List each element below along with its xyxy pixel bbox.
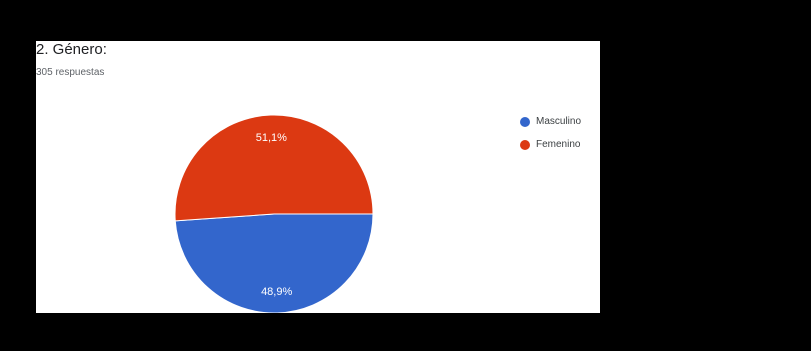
- slice-label-masculino: 48,9%: [261, 286, 292, 298]
- pie-slice-femenino[interactable]: [174, 114, 374, 222]
- legend-swatch-femenino: [520, 139, 530, 150]
- legend-label-femenino: Femenino: [536, 139, 581, 150]
- chart-title: 2. Género:: [36, 41, 107, 58]
- chart-legend: Masculino Femenino: [520, 114, 581, 160]
- pie-slice-masculino[interactable]: [174, 213, 374, 313]
- legend-label-masculino: Masculino: [536, 116, 582, 127]
- pie-slice-labels: 48,9% 51,1%: [256, 132, 293, 298]
- legend-item-femenino[interactable]: Femenino: [520, 137, 581, 152]
- pie-slices: [174, 114, 374, 313]
- legend-swatch-masculino: [520, 116, 530, 127]
- slice-label-femenino: 51,1%: [256, 132, 287, 144]
- legend-item-masculino[interactable]: Masculino: [520, 114, 581, 129]
- chart-card: 2. Género: 305 respuestas 48,9% 51,1% Mas…: [36, 41, 600, 313]
- response-count: 305 respuestas: [36, 67, 105, 78]
- pie-chart: 48,9% 51,1%: [174, 114, 374, 313]
